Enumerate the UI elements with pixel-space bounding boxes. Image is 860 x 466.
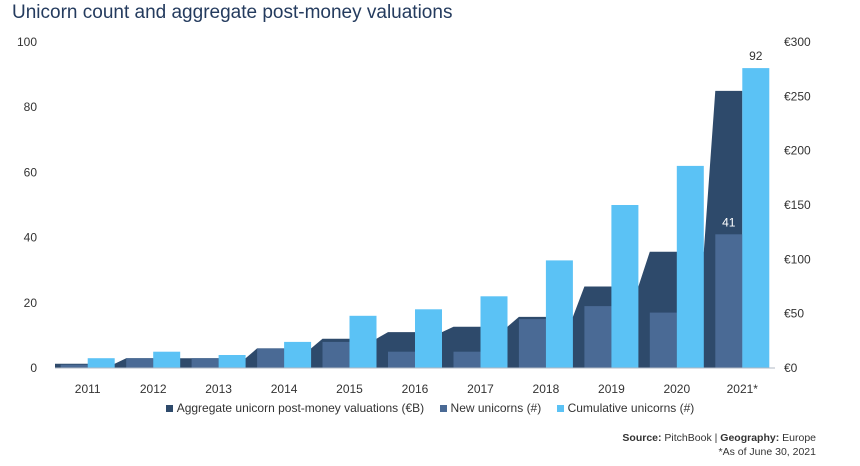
valuation-area	[55, 90, 743, 369]
x-tick-label: 2016	[402, 382, 429, 396]
y-left-tick-label: 40	[24, 231, 38, 245]
x-tick-label: 2017	[467, 382, 494, 396]
cumulative-unicorns-bar-2011	[87, 358, 115, 368]
legend-label-valuations: Aggregate unicorn post-money valuations …	[176, 401, 425, 415]
source-label: Source:	[622, 432, 662, 444]
y-left-tick-label: 60	[24, 165, 38, 179]
source-value: PitchBook	[664, 432, 712, 444]
x-tick-label: 2014	[271, 382, 298, 396]
new-unicorns-bar-2019	[584, 306, 612, 368]
new-unicorns-bar-2011	[60, 364, 88, 368]
cumulative-unicorns-bar-2018	[545, 260, 573, 368]
date-footnote: *As of June 30, 2021	[718, 446, 817, 458]
legend-swatch-cumulative-unicorns	[556, 405, 564, 413]
y-right-tick-label: €50	[784, 307, 804, 321]
y-left-tick-label: 20	[24, 296, 38, 310]
new-unicorns-bar-2012	[126, 358, 154, 368]
source-note: Source: PitchBook | Geography: Europe	[622, 432, 816, 444]
source-separator: |	[714, 432, 718, 444]
new-unicorns-bar-2021	[715, 234, 743, 368]
y-right-tick-label: €200	[784, 144, 811, 158]
cumulative-unicorns-bar-2020	[676, 165, 704, 368]
y-right-tick-label: €0	[784, 361, 798, 375]
legend-swatch-new-unicorns	[439, 405, 447, 413]
new-unicorns-bar-2015	[322, 341, 350, 368]
legend-label-new-unicorns: New unicorns (#)	[450, 401, 542, 415]
x-tick-label: 2013	[205, 382, 232, 396]
x-tick-label: 2012	[140, 382, 167, 396]
cumulative-unicorns-bar-2016	[415, 309, 442, 368]
legend-label-cumulative-unicorns: Cumulative unicorns (#)	[567, 401, 695, 415]
cumulative-unicorns-bar-2012	[153, 351, 181, 368]
legend-item-new-unicorns: New unicorns (#)	[439, 401, 542, 415]
new-unicorns-bar-2014	[257, 348, 285, 368]
y-left-tick-label: 80	[24, 100, 38, 114]
data-label: 92	[749, 49, 763, 63]
cumulative-unicorns-bar-2013	[218, 355, 246, 368]
cumulative-unicorns-bar-2019	[611, 205, 639, 368]
x-tick-label: 2018	[533, 382, 560, 396]
y-right-tick-label: €300	[784, 35, 811, 49]
x-tick-label: 2019	[598, 382, 625, 396]
geography-value: Europe	[782, 432, 816, 444]
data-label: 41	[722, 215, 736, 229]
chart-title: Unicorn count and aggregate post-money v…	[12, 2, 453, 23]
cumulative-unicorns-bar-2021	[742, 68, 770, 368]
y-right-tick-label: €100	[784, 252, 811, 266]
x-tick-label: 2021*	[727, 382, 759, 396]
chart-plot: 0 20 40 60 80 100 €0 €50 €100 €150 €200 €250 €300 201…	[17, 35, 811, 396]
y-left-tick-label: 100	[17, 35, 37, 49]
new-unicorns-bar-2018	[518, 319, 546, 368]
cumulative-unicorns-bar-2015	[349, 315, 377, 368]
geography-label: Geography:	[720, 432, 780, 444]
x-tick-label: 2011	[75, 382, 101, 396]
new-unicorns-bar-2017	[453, 351, 481, 368]
x-tick-label: 2020	[663, 382, 690, 396]
y-right-tick-label: €250	[784, 89, 811, 103]
legend-swatch-valuations	[165, 405, 173, 413]
new-unicorns-bar-2020	[649, 312, 677, 368]
y-left-tick-label: 0	[30, 361, 37, 375]
cumulative-unicorns-bar-2014	[284, 341, 312, 368]
legend-item-cumulative-unicorns: Cumulative unicorns (#)	[556, 401, 695, 415]
chart-legend: Aggregate unicorn post-money valuations …	[0, 401, 860, 415]
new-unicorns-bar-2013	[191, 358, 219, 368]
legend-item-valuations: Aggregate unicorn post-money valuations …	[165, 401, 425, 415]
x-tick-label: 2015	[336, 382, 363, 396]
new-unicorns-bar-2016	[388, 351, 415, 368]
y-right-tick-label: €150	[784, 198, 811, 212]
cumulative-unicorns-bar-2017	[480, 296, 508, 368]
